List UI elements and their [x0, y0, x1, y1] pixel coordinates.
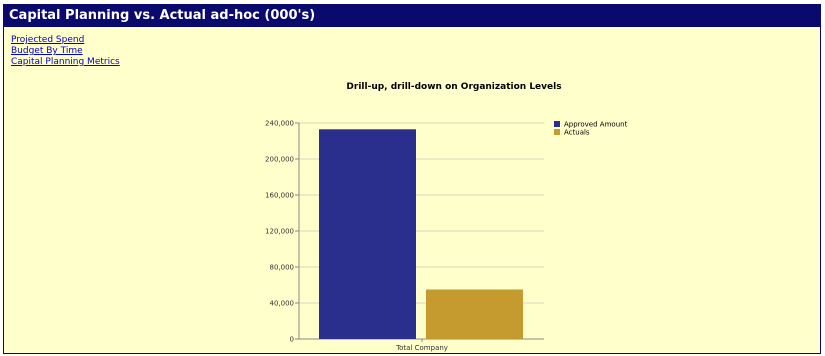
legend-swatch	[554, 121, 560, 127]
bar-chart: Drill-up, drill-down on Organization Lev…	[265, 82, 628, 352]
x-tick-label: Total Company	[395, 344, 448, 352]
y-tick-label: 120,000	[265, 228, 294, 236]
y-tick-label: 160,000	[265, 192, 294, 200]
link-budget-by-time[interactable]: Budget By Time	[11, 46, 83, 56]
chart-bars	[319, 129, 523, 339]
y-tick-label: 200,000	[265, 156, 294, 164]
report-panel: Capital Planning vs. Actual ad-hoc (000'…	[3, 4, 821, 354]
link-projected-spend[interactable]: Projected Spend	[11, 35, 85, 45]
legend-label: Actuals	[564, 129, 590, 137]
legend-label: Approved Amount	[564, 121, 628, 129]
report-links: Projected Spend Budget By Time Capital P…	[11, 35, 120, 68]
y-tick-label: 0	[290, 336, 294, 344]
bar-actuals	[426, 289, 523, 339]
y-axis-ticks: 0 40,000 80,000 120,000 160,000 200,000 240,00…	[265, 120, 299, 344]
x-axis-labels: Total Company	[395, 339, 448, 352]
bar-approved-amount	[319, 129, 416, 339]
y-tick-label: 80,000	[270, 264, 295, 272]
link-capital-planning-metrics[interactable]: Capital Planning Metrics	[11, 57, 120, 67]
y-tick-label: 40,000	[270, 300, 295, 308]
chart-container: Drill-up, drill-down on Organization Lev…	[4, 5, 820, 353]
y-tick-label: 240,000	[265, 120, 294, 128]
page-title: Capital Planning vs. Actual ad-hoc (000'…	[4, 5, 820, 27]
legend-swatch	[554, 129, 560, 135]
chart-title: Drill-up, drill-down on Organization Lev…	[346, 82, 561, 92]
